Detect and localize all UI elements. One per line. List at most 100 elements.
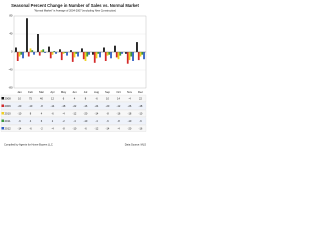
bar — [18, 52, 21, 57]
table-cell: -4 — [95, 119, 98, 123]
bar — [88, 52, 90, 55]
table-cell: -4 — [117, 126, 120, 130]
bar — [119, 52, 122, 56]
bar — [75, 52, 78, 54]
table-cell: -12 — [73, 111, 77, 115]
table-cell: 10 — [18, 96, 21, 100]
bar — [16, 52, 19, 61]
bar — [132, 52, 134, 61]
bar — [73, 52, 76, 58]
bar — [33, 52, 35, 55]
table-cell: -6 — [84, 126, 87, 130]
table-cell: -22 — [73, 104, 77, 108]
legend-label: 2009 — [5, 104, 12, 108]
bar — [130, 52, 133, 57]
table-cell: -6 — [51, 111, 54, 115]
table-cell: -10 — [139, 111, 143, 115]
y-tick-label: -40 — [8, 68, 12, 72]
chart-title: Seasonal Percent Change in Number of Sal… — [11, 3, 139, 8]
bar — [126, 52, 129, 64]
table-cell: -6 — [106, 119, 109, 123]
y-tick-label: 80 — [9, 14, 13, 18]
table-cell: 8 — [30, 111, 32, 115]
x-tick-label: Dec — [138, 90, 144, 94]
bar — [115, 52, 118, 58]
table-cell: 4 — [30, 119, 32, 123]
table-cell: -6 — [29, 126, 32, 130]
table-cell: 40 — [40, 96, 43, 100]
y-tick-label: -80 — [8, 86, 12, 90]
table-cell: -18 — [128, 111, 132, 115]
table-cell: -26 — [128, 104, 132, 108]
table-cell: -18 — [139, 104, 143, 108]
bar — [15, 47, 17, 52]
bar — [121, 52, 123, 54]
table-cell: -24 — [95, 104, 99, 108]
bar — [128, 52, 131, 61]
table-row — [0, 117, 147, 125]
bar — [86, 52, 89, 57]
table-cell: -2 — [40, 126, 43, 130]
table-cell: 2 — [52, 119, 54, 123]
bar — [137, 52, 140, 61]
table-cell: -8 — [40, 104, 43, 108]
bar — [51, 52, 54, 55]
x-tick-label: May — [61, 90, 67, 94]
bar — [103, 47, 105, 52]
legend-label: 2010 — [5, 111, 12, 115]
bar — [114, 45, 116, 52]
x-tick-label: Aug — [94, 90, 99, 94]
legend-swatch — [1, 112, 4, 115]
bar — [60, 52, 63, 61]
table-cell: 4 — [74, 96, 76, 100]
bar — [53, 51, 56, 52]
table-row — [0, 102, 147, 110]
table-row — [0, 124, 147, 133]
bar — [27, 52, 30, 57]
legend-swatch — [1, 127, 4, 130]
y-tick-label: 40 — [9, 32, 13, 36]
bar — [108, 52, 111, 55]
bar — [62, 52, 65, 54]
bar — [81, 48, 83, 52]
table-cell: 8 — [85, 96, 87, 100]
table-cell: -14 — [18, 126, 22, 130]
table-cell: -18 — [62, 104, 66, 108]
table-cell: -6 — [18, 119, 21, 123]
table-cell: -10 — [73, 126, 77, 130]
bar — [92, 52, 94, 55]
table-cell: 4 — [41, 111, 43, 115]
bar — [38, 52, 41, 56]
bar — [20, 52, 23, 55]
bar — [70, 50, 72, 52]
x-tick-label: Jun — [72, 90, 77, 94]
table-cell: -20 — [106, 104, 110, 108]
table-cell: 10 — [106, 96, 109, 100]
bar — [97, 52, 100, 54]
legend-label: 2012 — [5, 126, 12, 130]
bar — [59, 49, 61, 52]
bar — [22, 52, 24, 59]
table-cell: -4 — [128, 96, 131, 100]
x-tick-label: Sep — [105, 90, 110, 94]
x-tick-label: Oct — [116, 90, 121, 94]
table-cell: 22 — [139, 96, 142, 100]
footer-left: Compiled by Agents for Home Buyers LLC — [4, 143, 53, 147]
table-cell: -4 — [51, 126, 54, 130]
table-cell: -16 — [139, 126, 143, 130]
table-row — [0, 109, 147, 118]
bar — [48, 46, 50, 52]
bar — [125, 52, 127, 54]
bar — [64, 52, 67, 53]
bar — [44, 52, 46, 53]
bar — [66, 52, 68, 56]
legend-swatch — [1, 97, 4, 100]
bar — [136, 42, 138, 52]
chart: Seasonal Percent Change in Number of Sal… — [0, 0, 150, 150]
table-cell: -14 — [106, 126, 110, 130]
bar — [104, 52, 107, 61]
table-cell: -12 — [117, 104, 121, 108]
table-cell: -14 — [51, 104, 55, 108]
bar — [110, 52, 112, 59]
table-cell: 12 — [51, 96, 54, 100]
